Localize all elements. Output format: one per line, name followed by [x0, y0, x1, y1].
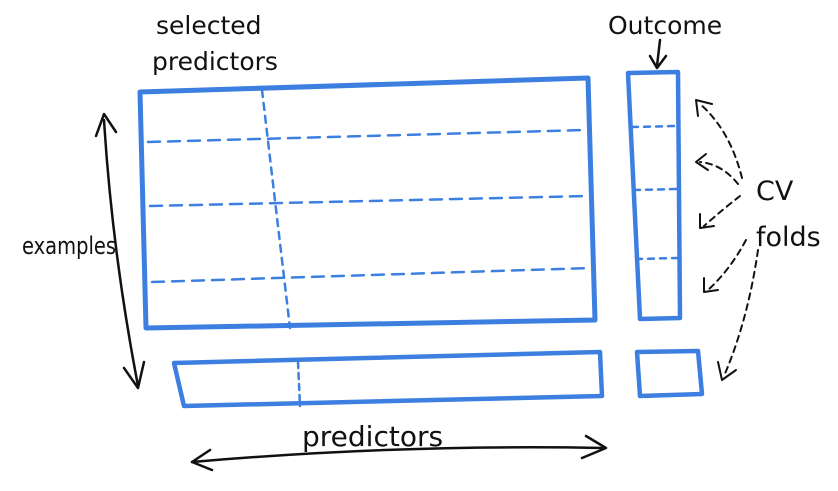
cv-label: CV [756, 176, 794, 207]
selected-predictors-divider [260, 88, 292, 330]
outcome-pointer-arrow [648, 38, 668, 70]
fold-divider-2 [148, 194, 590, 208]
training-matrix-border [137, 75, 598, 331]
selected-predictors-label-line1: selected [156, 11, 262, 40]
selected-predictors-label-line2: predictors [152, 47, 278, 76]
training-matrix [137, 75, 598, 331]
cv-arrow-5 [723, 249, 759, 377]
predictors-label: predictors [302, 420, 443, 453]
cv-arrow-1 [699, 103, 743, 179]
outcome-vector-border [625, 69, 683, 322]
outcome-fold-divider-3 [634, 256, 680, 261]
folds-label: folds [756, 222, 821, 253]
outcome-label: Outcome [608, 11, 722, 40]
examples-label: examples [22, 232, 116, 260]
test-matrix [171, 349, 605, 409]
examples-arrow [94, 112, 146, 390]
cv-arrow-2 [699, 161, 739, 185]
test-selected-divider [296, 360, 302, 408]
test-matrix-border [171, 349, 605, 409]
outcome-fold-divider-2 [632, 187, 680, 192]
cv-arrow-4 [707, 239, 747, 291]
cv-fold-arrows [695, 99, 759, 381]
cv-arrow-3 [703, 195, 741, 227]
outcome-vector [625, 69, 683, 322]
outcome-fold-divider-1 [630, 124, 678, 129]
test-outcome-box [634, 348, 705, 399]
fold-divider-1 [146, 128, 587, 144]
fold-divider-3 [150, 266, 592, 284]
predictors-arrow [190, 434, 608, 472]
